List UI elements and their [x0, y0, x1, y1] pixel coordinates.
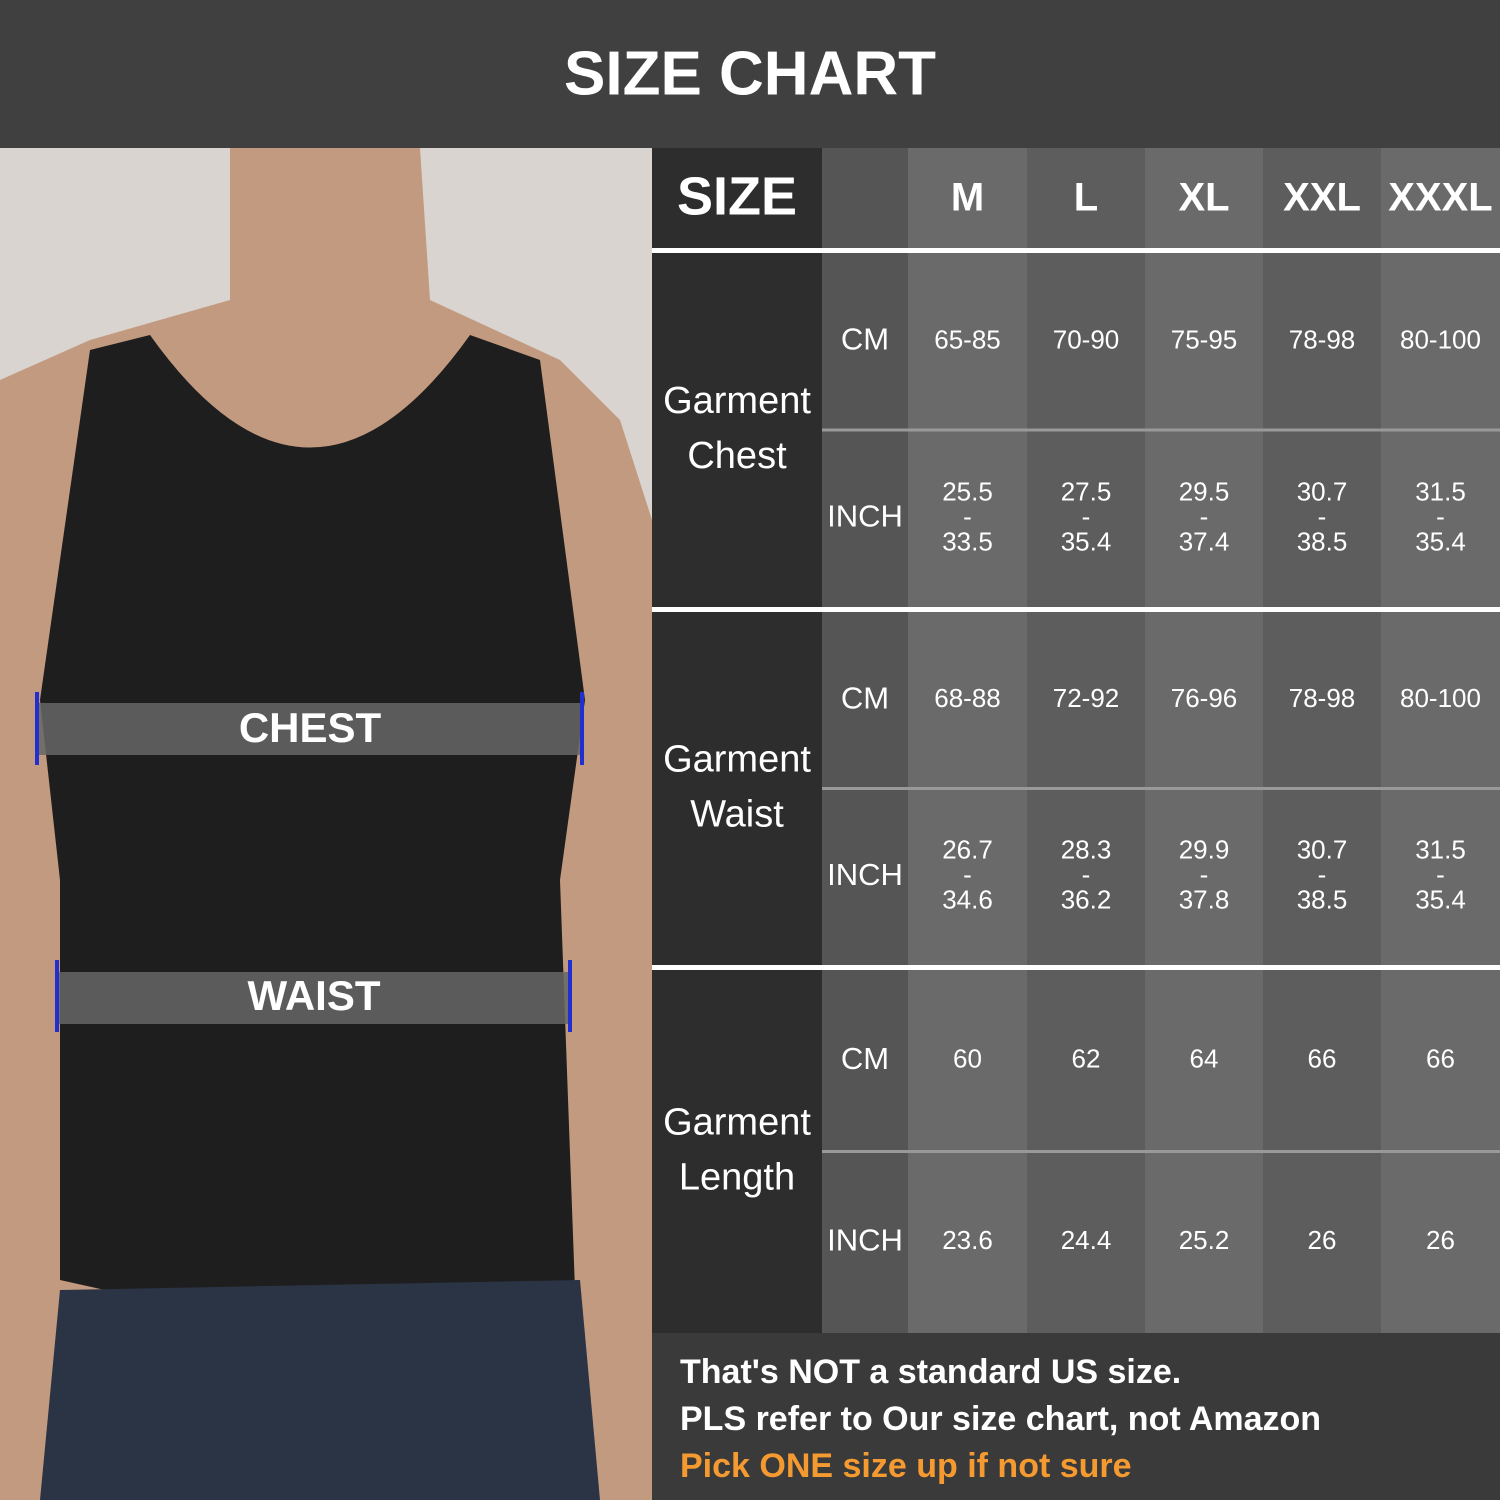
unit-label: INCH	[827, 1222, 903, 1257]
cell-value: 30.7	[1297, 835, 1348, 865]
cell-value: 37.4	[1179, 526, 1230, 556]
cell-value: 66	[1426, 1044, 1455, 1074]
separator	[652, 965, 1500, 970]
unit-label: INCH	[827, 499, 903, 534]
cell-value: 78-98	[1289, 324, 1356, 354]
cell-value: 29.5	[1179, 476, 1230, 506]
cell-value: 76-96	[1171, 683, 1238, 713]
cell-value: -	[1436, 501, 1445, 531]
cell-value: -	[963, 860, 972, 890]
cell-value: 35.4	[1061, 526, 1112, 556]
unit-label: CM	[841, 1041, 889, 1076]
cell-value: -	[1318, 501, 1327, 531]
size-header-cell	[1145, 148, 1263, 248]
group-label-cell	[652, 253, 822, 607]
cell-value: 78-98	[1289, 683, 1356, 713]
chest-label: CHEST	[239, 704, 382, 751]
size-label: L	[1074, 176, 1098, 220]
cell-value: 35.4	[1415, 526, 1466, 556]
cell-value: 38.5	[1297, 885, 1348, 915]
separator	[652, 248, 1500, 253]
cell-value: -	[1082, 501, 1091, 531]
notes-box	[652, 1333, 1500, 1500]
cell-value: 31.5	[1415, 476, 1466, 506]
unit-label: CM	[841, 322, 889, 357]
size-label: XL	[1178, 176, 1229, 220]
separator	[652, 607, 1500, 612]
row-divider	[822, 787, 1500, 790]
size-table: SIZE M L XL XXL XXXL Garment Chest CM 65-85 70-90 7…	[652, 148, 1500, 1333]
row-divider	[822, 1150, 1500, 1153]
cell-value: 80-100	[1400, 324, 1481, 354]
group-label: Garment	[663, 380, 811, 422]
cell-value: 35.4	[1415, 885, 1466, 915]
size-header-cell	[1027, 148, 1145, 248]
cell-value: 33.5	[942, 526, 993, 556]
cell-value: -	[1436, 860, 1445, 890]
waist-marker: WAIST	[55, 960, 572, 1032]
cell-value: 38.5	[1297, 526, 1348, 556]
group-label: Length	[679, 1157, 795, 1199]
cell-value: 62	[1072, 1044, 1101, 1074]
corner-label: SIZE	[677, 166, 797, 226]
unit-label: CM	[841, 680, 889, 715]
waist-label: WAIST	[248, 972, 381, 1019]
cell-value: 37.8	[1179, 885, 1230, 915]
cell-value: -	[1200, 860, 1209, 890]
cell-value: 72-92	[1053, 683, 1120, 713]
size-label: M	[951, 176, 984, 220]
cell-value: 30.7	[1297, 476, 1348, 506]
corner-cell	[652, 148, 822, 248]
cell-value: 25.5	[942, 476, 993, 506]
photo	[0, 148, 652, 1500]
group-label-cell	[652, 970, 822, 1333]
note-line: PLS refer to Our size chart, not Amazon	[680, 1400, 1321, 1438]
size-header-cell	[1381, 148, 1500, 248]
cell-value: 28.3	[1061, 835, 1112, 865]
cell-value: 29.9	[1179, 835, 1230, 865]
cell-value: 60	[953, 1044, 982, 1074]
cell-value: -	[1200, 501, 1209, 531]
group-label: Garment	[663, 739, 811, 781]
size-label: XXL	[1283, 176, 1361, 220]
unit-header-cell	[822, 148, 908, 248]
cell-value: 23.6	[942, 1225, 993, 1255]
chest-marker: CHEST	[35, 692, 584, 765]
cell-value: 25.2	[1179, 1225, 1230, 1255]
row-divider	[822, 428, 1500, 432]
cell-value: 31.5	[1415, 835, 1466, 865]
cell-value: 66	[1308, 1044, 1337, 1074]
cell-value: -	[963, 501, 972, 531]
title: SIZE CHART	[564, 39, 936, 108]
cell-value: 64	[1190, 1044, 1219, 1074]
cell-value: 34.6	[942, 885, 993, 915]
cell-value: 70-90	[1053, 324, 1120, 354]
group-label: Chest	[687, 435, 787, 477]
cell-value: -	[1082, 860, 1091, 890]
size-header-cell	[908, 148, 1027, 248]
cell-value: 26	[1308, 1225, 1337, 1255]
size-label: XXXL	[1388, 176, 1492, 220]
cell-value: 26.7	[942, 835, 993, 865]
header-bar	[0, 0, 1500, 148]
cell-value: 80-100	[1400, 683, 1481, 713]
cell-value: -	[1318, 860, 1327, 890]
cell-value: 26	[1426, 1225, 1455, 1255]
cell-value: 75-95	[1171, 324, 1238, 354]
cell-value: 65-85	[934, 324, 1001, 354]
notes: That's NOT a standard US size. PLS refer …	[680, 1353, 1321, 1485]
group-label: Garment	[663, 1102, 811, 1144]
cell-value: 27.5	[1061, 476, 1112, 506]
cell-value: 36.2	[1061, 885, 1112, 915]
note-line: Pick ONE size up if not sure	[680, 1447, 1132, 1485]
cell-value: 68-88	[934, 683, 1001, 713]
group-label: Waist	[690, 794, 784, 836]
cell-value: 24.4	[1061, 1225, 1112, 1255]
note-line: That's NOT a standard US size.	[680, 1353, 1181, 1391]
group-label-cell	[652, 612, 822, 965]
size-header-cell	[1263, 148, 1381, 248]
unit-label: INCH	[827, 857, 903, 892]
